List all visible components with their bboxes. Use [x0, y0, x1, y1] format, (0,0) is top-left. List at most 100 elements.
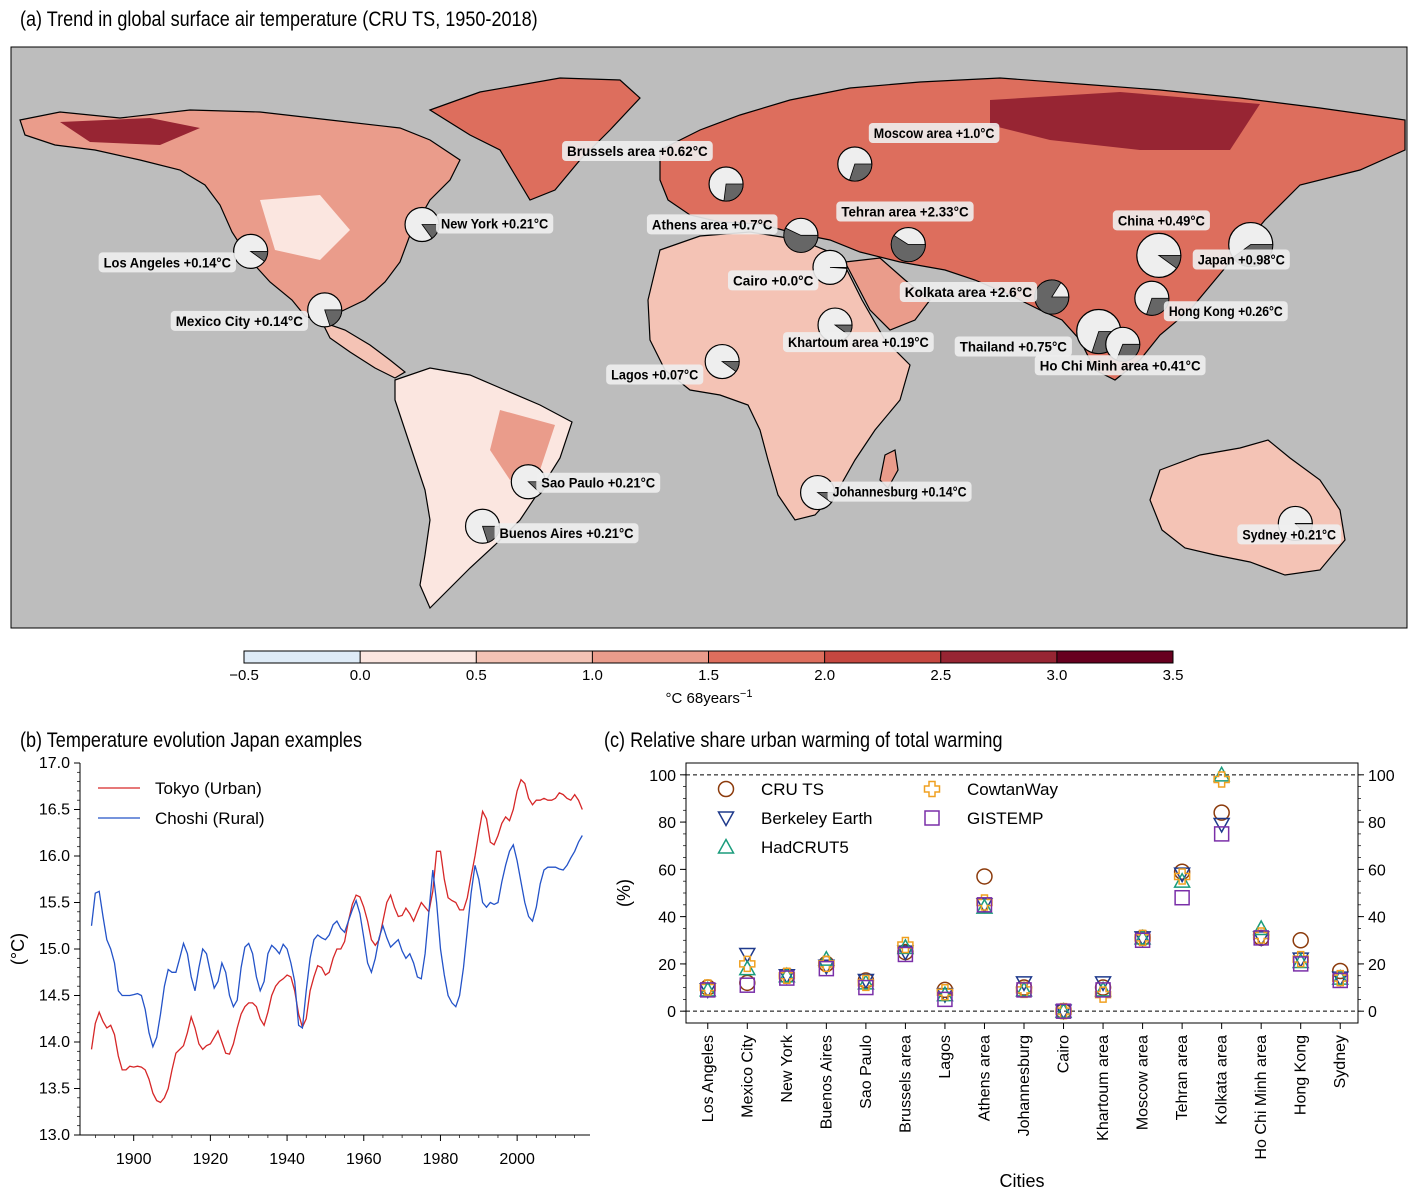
point-square [700, 982, 716, 998]
city-label-box [646, 214, 778, 235]
city-pie-6: Los Angeles +0.14°C [98, 233, 269, 273]
colorbar-segment [244, 651, 361, 663]
point-triangle-up [857, 973, 875, 990]
city-pies: Moscow area +1.0°C Brussels area +0.62°C T… [98, 123, 1342, 545]
city-label-box [1237, 524, 1342, 545]
point-square [976, 897, 993, 913]
category-label: Sydney [1332, 1035, 1349, 1088]
land-madagascar [879, 449, 899, 489]
city-pie-8: Cairo +0.0°C [727, 249, 848, 291]
city-label-box [954, 336, 1072, 357]
panel-b-title: (b) Temperature evolution Japan examples [20, 729, 362, 752]
city-pie-17: Johannesburg +0.14°C [799, 474, 972, 511]
city-pie-10: Hong Kong +0.26°C [1134, 280, 1288, 322]
category-label: Ho Chi Minh area [1253, 1035, 1270, 1160]
city-label-box [494, 523, 639, 544]
city-label: Los Angeles +0.14°C [104, 255, 232, 270]
city-label: Johannesburg +0.14°C [833, 485, 967, 500]
point-circle [976, 868, 993, 885]
y-tick-label-right: 80 [1368, 815, 1386, 832]
city-label: Japan +0.98°C [1198, 253, 1285, 268]
category-label: Lagos [937, 1035, 954, 1079]
point-circle [1173, 863, 1191, 880]
city-label-box [562, 141, 713, 162]
series-line-0 [90, 778, 583, 1104]
category-label: Los Angeles [700, 1035, 717, 1122]
point-square [779, 970, 795, 986]
colorbar-segment [360, 651, 477, 663]
category-label: Athens area [976, 1035, 993, 1121]
legend-label: CowtanWay [967, 780, 1059, 799]
point-triangle-up [936, 985, 954, 1002]
urban-share-chart: 0 0 20 20 40 40 60 60 80 80 100 100 Los Angeles Mexic… [614, 762, 1395, 1191]
city-label-box [868, 123, 1000, 144]
point-square [1332, 972, 1348, 989]
legend-marker [923, 780, 941, 798]
city-label-box [899, 282, 1038, 303]
colorbar: −0.5 0.0 0.5 1.0 1.5 2.0 2.5 3.0 3.5 °C 68years−1 [229, 650, 1183, 707]
city-pie-1: Brussels area +0.62°C [562, 141, 744, 202]
point-square [1253, 930, 1269, 946]
city-pie-2: Tehran area +2.33°C [836, 201, 974, 263]
point-circle [1292, 932, 1309, 949]
city-label: Mexico City +0.14°C [176, 314, 304, 329]
point-triangle-up [1212, 765, 1231, 782]
colorbar-segment [940, 651, 1057, 663]
y-tick-label: 14.0 [39, 1034, 70, 1051]
category-label: Buenos Aires [818, 1035, 835, 1129]
city-label-box [536, 472, 661, 493]
city-pie-5: New York +0.21°C [404, 206, 554, 243]
y-axis-label: (°C) [8, 933, 28, 965]
colorbar-tick-label: 2.5 [930, 667, 951, 684]
series-line-1 [90, 835, 583, 1049]
point-square [1095, 982, 1111, 998]
point-plus [739, 955, 756, 973]
x-tick-label: 1980 [423, 1151, 459, 1168]
north-america-cool-patch [260, 195, 350, 260]
colorbar-segment [824, 651, 941, 663]
legend-marker [717, 780, 735, 798]
point-plus [897, 936, 914, 954]
city-pie-9: Kolkata area +2.6°C [899, 279, 1070, 315]
city-pie-16: Sao Paulo +0.21°C [510, 464, 661, 500]
y-tick-label-left: 40 [658, 910, 676, 927]
city-pie-3: China +0.49°C [1112, 210, 1210, 278]
city-label: Brussels area +0.62°C [567, 144, 708, 159]
city-label: Thailand +0.75°C [960, 339, 1067, 354]
land-north-america [19, 109, 461, 323]
point-triangle-up [1015, 980, 1033, 997]
legend-label: Choshi (Rural) [155, 809, 265, 828]
city-label-box [1163, 301, 1288, 322]
city-label-box [727, 270, 819, 291]
city-label: Kolkata area +2.6°C [905, 285, 1033, 300]
legend-label: CRU TS [761, 780, 824, 799]
y-tick-label-left: 20 [658, 957, 676, 974]
category-label: Cairo [1056, 1035, 1073, 1073]
colorbar-tick-label: 1.5 [698, 667, 719, 684]
pie-urban-share [1034, 279, 1070, 315]
city-label-box [1034, 355, 1206, 376]
y-axis-label: (%) [614, 879, 634, 907]
y-tick-label: 15.5 [39, 895, 70, 912]
point-triangle-up [1331, 969, 1350, 985]
alaska-patch [60, 118, 200, 145]
city-label-box [783, 332, 934, 353]
point-triangle-down [1173, 867, 1191, 884]
japan-temperature-chart: 13.0 13.5 14.0 14.5 15.0 15.5 16.0 16.5 17.0 1900… [8, 755, 590, 1168]
category-label: Johannesburg [1016, 1035, 1033, 1136]
colorbar-tick-label: 2.0 [814, 667, 835, 684]
colorbar-tick-label: 0.0 [350, 667, 371, 684]
city-label: Lagos +0.07°C [611, 368, 698, 383]
y-tick-label: 14.5 [39, 988, 70, 1005]
point-triangle-up [1291, 952, 1310, 969]
point-triangle-up [896, 938, 915, 955]
category-label: Brussels area [897, 1035, 914, 1133]
south-america-patch [490, 410, 555, 480]
colorbar-segment [1056, 651, 1173, 663]
y-tick-label-left: 60 [658, 862, 676, 879]
pie-urban-share [783, 227, 819, 253]
point-triangle-up [1133, 928, 1152, 945]
legend-marker [717, 837, 735, 854]
city-pie-19: Sydney +0.21°C [1237, 505, 1342, 545]
category-label: Hong Kong [1293, 1035, 1310, 1115]
